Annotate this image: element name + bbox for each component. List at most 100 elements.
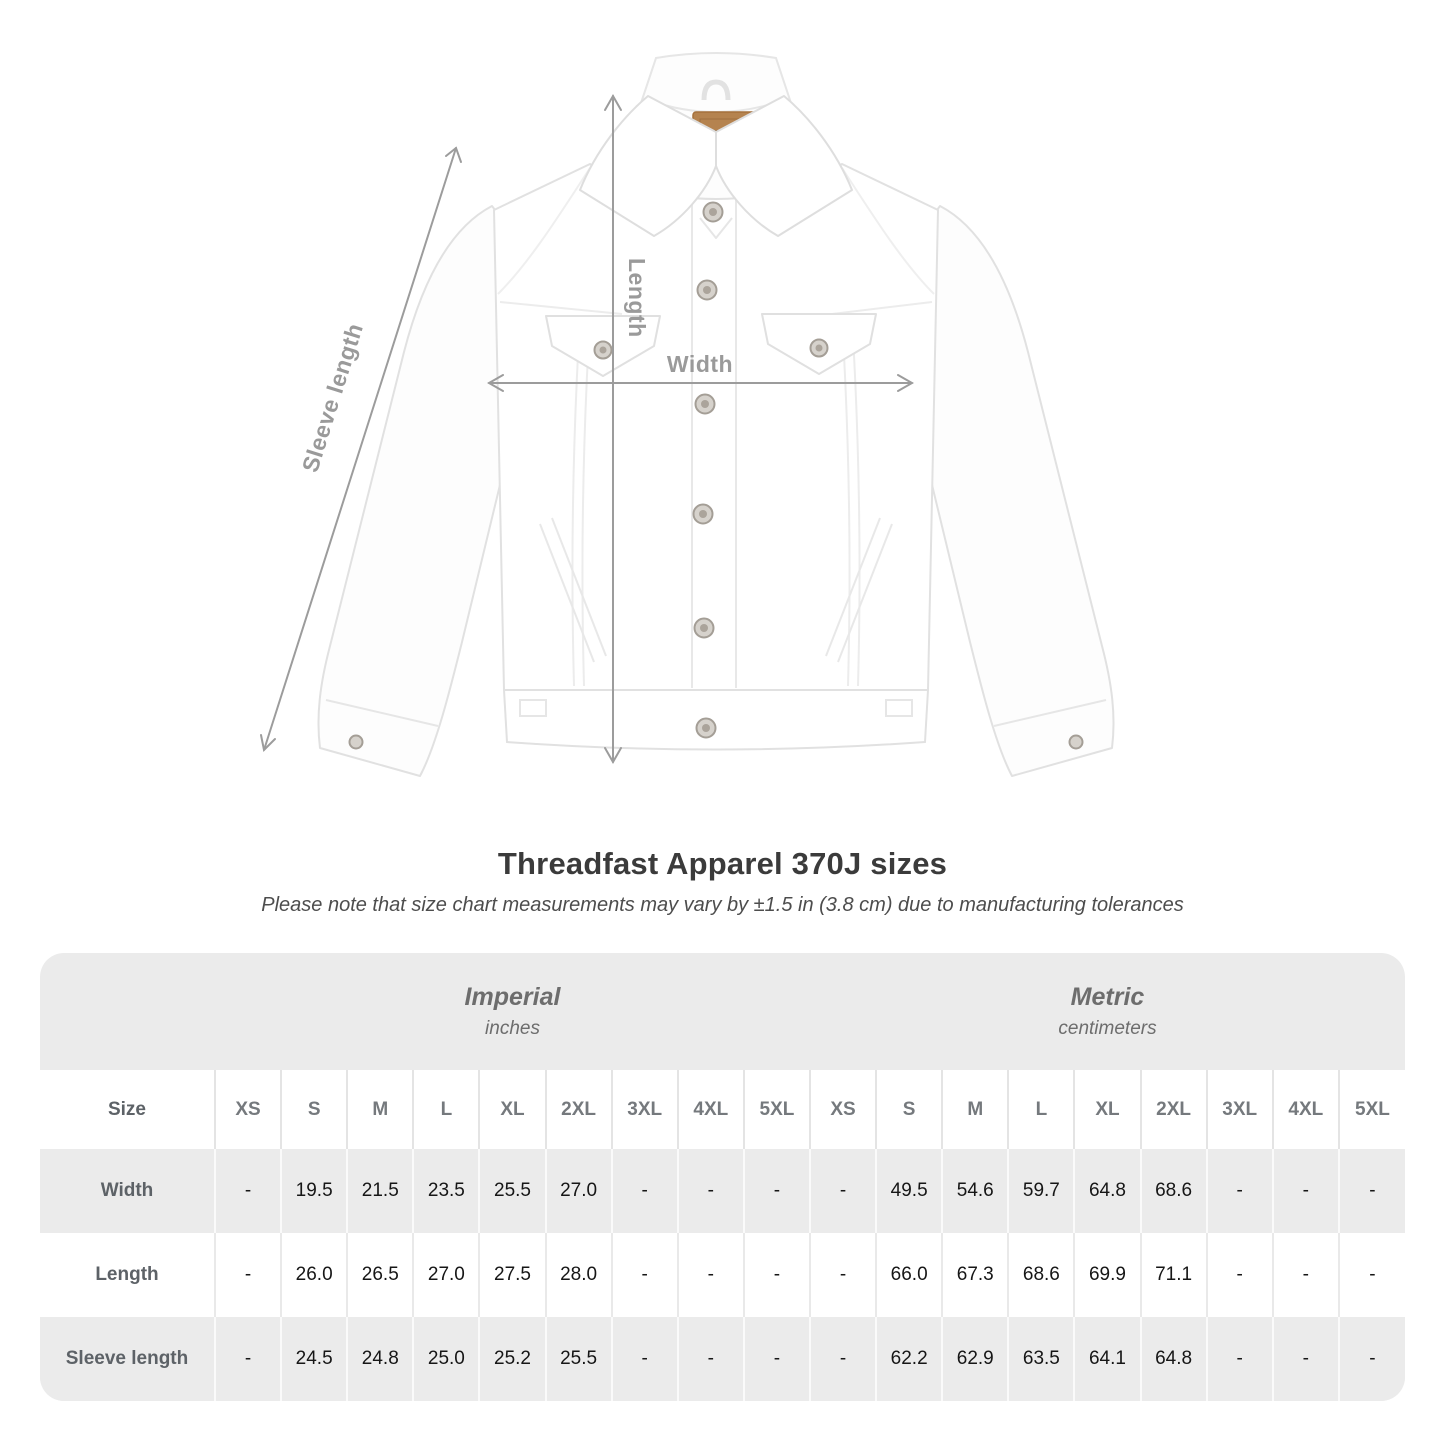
value-cell: 68.6 <box>1007 1233 1075 1317</box>
right-cuff-button <box>1068 734 1084 750</box>
length-measure-label: Length <box>624 258 650 338</box>
left-welt-pocket <box>539 517 607 663</box>
value-cell: 62.9 <box>941 1317 1009 1401</box>
sleeve-length-measure-arrow <box>260 146 462 753</box>
value-cell: - <box>610 1233 678 1317</box>
size-col-header: L <box>1007 1070 1075 1149</box>
value-cell: - <box>676 1233 744 1317</box>
value-cell: 26.5 <box>346 1233 414 1317</box>
value-cell: - <box>1205 1149 1273 1233</box>
value-cell: - <box>808 1317 877 1401</box>
imperial-label: Imperial <box>464 983 561 1011</box>
value-cell: 67.3 <box>941 1233 1009 1317</box>
tolerance-note: Please note that size chart measurements… <box>261 894 1184 916</box>
value-cell: - <box>1337 1317 1405 1401</box>
size-guide-diagram: Length Width Sleeve length <box>260 52 1115 777</box>
metric-header: Metric centimeters <box>810 953 1405 1070</box>
value-cell: 25.5 <box>544 1317 612 1401</box>
size-col-header: 5XL <box>742 1070 810 1149</box>
value-cell: - <box>742 1149 810 1233</box>
width-measure-label: Width <box>667 351 733 377</box>
size-chart-heading: Threadfast Apparel 370J sizes Please not… <box>0 846 1445 917</box>
metric-sublabel: centimeters <box>1058 1018 1157 1039</box>
value-cell: - <box>610 1317 678 1401</box>
hanging-loop <box>701 79 731 101</box>
armhole-seams <box>497 167 935 295</box>
size-col-header: 2XL <box>1139 1070 1207 1149</box>
right-cuff-seam <box>993 699 1107 727</box>
table-row-length: Length - 26.0 26.5 27.0 27.5 28.0 - - - … <box>40 1233 1405 1317</box>
value-cell: - <box>213 1233 282 1317</box>
width-measure-arrow <box>486 374 915 392</box>
value-cell: - <box>808 1233 877 1317</box>
size-col-header: 4XL <box>1271 1070 1339 1149</box>
value-cell: 27.0 <box>412 1233 480 1317</box>
left-waist-tab <box>519 699 547 717</box>
unit-header-row: Imperial inches Metric centimeters <box>40 953 1405 1070</box>
left-cuff-seam <box>325 699 439 727</box>
value-cell: - <box>808 1149 877 1233</box>
value-cell: 66.0 <box>875 1233 943 1317</box>
sleeve-length-measure-label: Sleeve length <box>297 320 368 475</box>
value-cell: - <box>742 1233 810 1317</box>
left-cuff-button <box>348 734 364 750</box>
size-col-header: 2XL <box>544 1070 612 1149</box>
row-label: Length <box>95 1264 159 1285</box>
value-cell: 63.5 <box>1007 1317 1075 1401</box>
size-chart-panel: Imperial inches Metric centimeters Size … <box>40 953 1405 1401</box>
imperial-sublabel: inches <box>485 1018 540 1039</box>
right-waist-tab <box>885 699 913 717</box>
size-col-header: M <box>346 1070 414 1149</box>
value-cell: 59.7 <box>1007 1149 1075 1233</box>
table-row-sleeve-length: Sleeve length - 24.5 24.8 25.0 25.2 25.5… <box>40 1317 1405 1401</box>
yoke-seams <box>499 301 933 315</box>
value-cell: 28.0 <box>544 1233 612 1317</box>
value-cell: - <box>1271 1149 1339 1233</box>
table-row-width: Width - 19.5 21.5 23.5 25.5 27.0 - - - -… <box>40 1149 1405 1233</box>
value-cell: - <box>742 1317 810 1401</box>
value-cell: - <box>676 1317 744 1401</box>
value-cell: 23.5 <box>412 1149 480 1233</box>
size-col-header: XS <box>808 1070 877 1149</box>
size-col-header: 3XL <box>1205 1070 1273 1149</box>
jacket-measurement-illustration: Length Width Sleeve length <box>260 52 1115 777</box>
value-cell: - <box>610 1149 678 1233</box>
value-cell: 24.8 <box>346 1317 414 1401</box>
value-cell: 68.6 <box>1139 1149 1207 1233</box>
value-cell: 69.9 <box>1073 1233 1141 1317</box>
value-cell: 25.5 <box>478 1149 546 1233</box>
size-col-header: XL <box>1073 1070 1141 1149</box>
size-col-header: 4XL <box>676 1070 744 1149</box>
jacket-body <box>493 163 939 751</box>
size-col-header: XS <box>213 1070 282 1149</box>
front-placket <box>691 200 737 688</box>
value-cell: 64.1 <box>1073 1317 1141 1401</box>
value-cell: 19.5 <box>280 1149 348 1233</box>
front-buttons <box>348 201 1084 750</box>
value-cell: 24.5 <box>280 1317 348 1401</box>
value-cell: 62.2 <box>875 1317 943 1401</box>
right-welt-pocket <box>825 517 893 663</box>
value-cell: 27.0 <box>544 1149 612 1233</box>
size-chart-table: Imperial inches Metric centimeters Size … <box>40 953 1405 1401</box>
value-cell: - <box>1205 1233 1273 1317</box>
value-cell: 26.0 <box>280 1233 348 1317</box>
jacket-right-sleeve <box>919 205 1115 777</box>
value-cell: 64.8 <box>1139 1317 1207 1401</box>
value-cell: 64.8 <box>1073 1149 1141 1233</box>
size-col-header: L <box>412 1070 480 1149</box>
value-cell: 54.6 <box>941 1149 1009 1233</box>
value-cell: - <box>676 1149 744 1233</box>
length-measure-arrow <box>604 93 622 765</box>
row-label: Width <box>100 1180 154 1201</box>
size-col-header: S <box>280 1070 348 1149</box>
size-col-header: M <box>941 1070 1009 1149</box>
value-cell: 27.5 <box>478 1233 546 1317</box>
size-column-title: Size <box>107 1098 147 1120</box>
value-cell: 49.5 <box>875 1149 943 1233</box>
size-col-header: S <box>875 1070 943 1149</box>
page-title: Threadfast Apparel 370J sizes <box>497 846 948 881</box>
value-cell: 25.0 <box>412 1317 480 1401</box>
value-cell: - <box>213 1317 282 1401</box>
row-label: Sleeve length <box>65 1348 189 1369</box>
